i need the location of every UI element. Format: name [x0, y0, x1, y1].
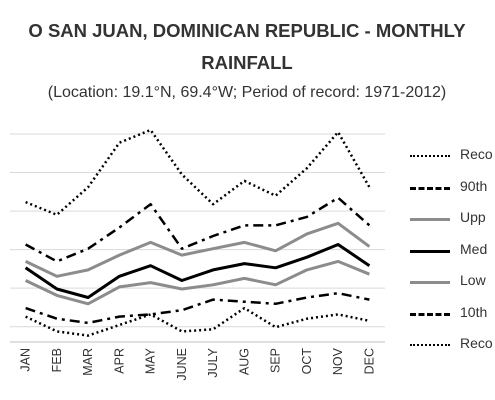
legend-swatch [410, 281, 450, 284]
legend-swatch [410, 344, 450, 346]
x-tick-label: MAY [144, 347, 158, 374]
x-tick-label: FEB [50, 348, 64, 372]
legend-label: 90th [460, 177, 488, 194]
series-line-3 [24, 243, 371, 299]
legend-label: 10th [460, 303, 488, 320]
series-line-5 [25, 291, 370, 325]
series-line-6 [25, 306, 370, 337]
x-tick-label: MAR [81, 348, 95, 376]
legend-item: Reco [410, 145, 495, 167]
chart-title-line-2: RAINFALL [201, 52, 293, 73]
x-tick-label: DEC [362, 348, 376, 374]
series-line-1 [25, 196, 371, 263]
chart-titles: O SAN JUAN, DOMINICAN REPUBLIC - MONTHLY… [0, 0, 495, 112]
legend-label: Reco [460, 335, 493, 351]
legend-swatch [410, 155, 450, 157]
legend-swatch [410, 312, 450, 316]
x-tick-label: JUNE [175, 348, 189, 381]
legend-item: Reco [410, 334, 495, 356]
legend-item: Upp [410, 208, 495, 230]
x-tick-label: JAN [19, 348, 33, 372]
legend-item: Low [410, 271, 495, 293]
legend-item: 10th [410, 303, 495, 325]
legend-label: Low [460, 272, 486, 288]
x-tick-label: SEP [269, 348, 283, 373]
legend-swatch [410, 218, 450, 221]
legend-item: Med [410, 240, 495, 262]
legend-item: 90th [410, 177, 495, 199]
chart-title-line-1: O SAN JUAN, DOMINICAN REPUBLIC - MONTHLY [28, 20, 466, 41]
x-tick-label: JULY [206, 347, 220, 377]
legend-label: Med [460, 240, 488, 257]
series-line-4 [24, 259, 370, 306]
legend-swatch [410, 186, 450, 190]
x-tick-label: APR [112, 348, 126, 374]
x-tick-label: AUG [237, 348, 251, 375]
series-line-2 [24, 221, 371, 278]
x-tick-label: OCT [300, 348, 314, 375]
x-tick-label: NOV [331, 347, 345, 375]
legend-label: Upp [460, 209, 486, 225]
legend-swatch [410, 249, 450, 253]
chart-subtitle: (Location: 19.1°N, 69.4°W; Period of rec… [47, 84, 447, 101]
legend-label: Reco [460, 146, 493, 162]
